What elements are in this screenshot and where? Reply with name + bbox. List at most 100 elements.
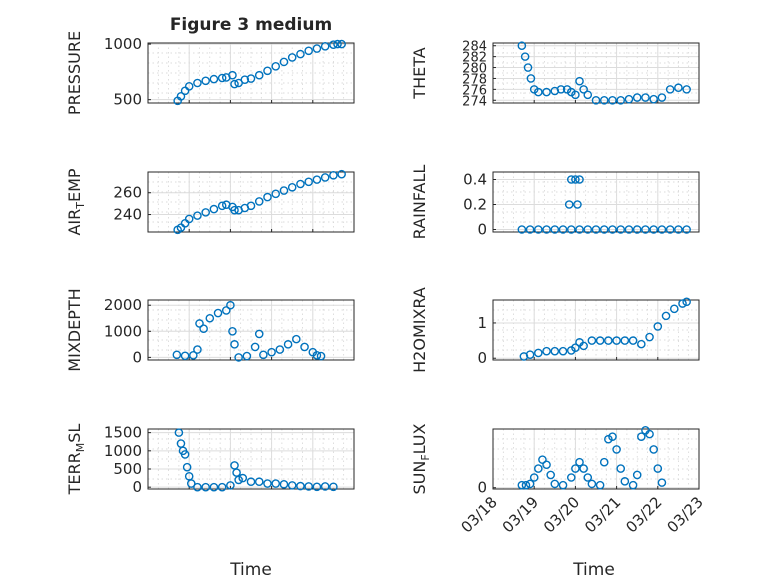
data-point: [612, 336, 621, 345]
x-tick-label: 03/21: [581, 493, 624, 536]
axis-box: [492, 428, 700, 490]
y-axis-label: PRESSURE: [65, 31, 84, 115]
y-tick-label: 0.2: [463, 196, 487, 214]
data-point: [571, 90, 580, 100]
data-point: [312, 482, 322, 492]
data-point: [566, 225, 576, 234]
data-point: [517, 41, 527, 51]
data-point: [645, 429, 654, 439]
data-point: [287, 53, 297, 62]
data-point: [525, 350, 535, 360]
data-point: [534, 464, 543, 473]
data-point: [329, 40, 338, 49]
y-axis-label: SUNFLUX: [410, 423, 432, 494]
data-point: [193, 482, 202, 492]
y-tick-label: 1500: [104, 424, 142, 442]
data-point: [246, 201, 256, 211]
data-point: [304, 177, 313, 187]
data-point: [267, 347, 276, 357]
x-tick-label: 03/19: [499, 493, 542, 536]
y-tick-label: 2000: [104, 296, 142, 314]
data-point: [271, 189, 281, 199]
data-point: [564, 200, 574, 209]
axis-box: [492, 299, 700, 361]
y-tick-label: 0: [477, 221, 487, 239]
data-point: [221, 306, 231, 315]
data-point: [674, 225, 683, 234]
y-tick-label: 240: [113, 206, 142, 224]
data-point: [246, 74, 256, 83]
data-point: [645, 332, 654, 342]
data-point: [226, 481, 235, 490]
subplot-rainfall: 0 0.2 0.4 RAINFALL: [410, 165, 700, 239]
data-point: [612, 445, 621, 454]
data-point: [632, 225, 642, 234]
y-axis-label: TERRMSL: [65, 424, 87, 496]
data-point: [259, 350, 268, 360]
axis-box: [492, 42, 700, 104]
data-point: [558, 225, 568, 234]
data-point: [201, 482, 210, 492]
data-point: [254, 197, 264, 206]
data-point: [199, 324, 208, 333]
data-point: [296, 179, 305, 189]
data-point: [591, 225, 601, 234]
data-point: [534, 225, 543, 234]
subplot-air-temp: 240 260 AIRTEMP: [65, 168, 355, 236]
data-point: [591, 95, 601, 105]
y-tick-label: 278: [462, 72, 487, 87]
data-point: [320, 482, 330, 491]
data-point: [624, 225, 634, 234]
data-point: [195, 319, 204, 328]
data-point: [624, 94, 634, 104]
data-point: [682, 85, 691, 94]
data-point: [665, 85, 675, 94]
axis-box: [147, 299, 355, 361]
data-point: [649, 225, 658, 234]
data-point: [556, 85, 566, 94]
data-point: [180, 450, 190, 459]
y-tick-label: 500: [113, 460, 142, 478]
data-point: [287, 182, 297, 192]
data-point: [517, 225, 527, 234]
data-point: [608, 95, 617, 105]
data-point: [174, 428, 184, 437]
data-point: [312, 175, 322, 184]
data-point: [523, 63, 533, 72]
data-point: [550, 346, 560, 356]
data-point: [209, 204, 219, 214]
data-point: [669, 304, 679, 314]
data-point: [641, 225, 650, 234]
data-point: [193, 78, 202, 88]
data-point: [337, 39, 346, 49]
x-tick-label: 03/23: [664, 493, 707, 536]
y-tick-label: 1000: [104, 442, 142, 460]
data-point: [287, 481, 297, 490]
data-point: [271, 479, 281, 488]
figure-title: Figure 3 medium: [170, 15, 332, 35]
data-point: [263, 479, 272, 488]
data-point: [649, 445, 658, 454]
data-point: [529, 473, 539, 482]
data-point: [304, 482, 313, 491]
y-tick-label: 1000: [104, 35, 142, 53]
data-point: [254, 70, 264, 80]
data-point: [550, 479, 560, 489]
y-tick-label: 0: [477, 479, 487, 497]
data-point: [172, 350, 182, 360]
data-point: [242, 351, 252, 361]
y-axis-label: MIXDEPTH: [65, 288, 84, 371]
axis-box: [147, 171, 355, 233]
data-point: [205, 313, 215, 323]
data-point: [657, 478, 667, 487]
data-point: [296, 49, 305, 59]
subplot-mixdepth: 0 1000 2000 MIXDEPTH: [65, 288, 355, 372]
data-point: [320, 42, 330, 51]
data-point: [546, 470, 555, 480]
data-point: [312, 44, 322, 53]
y-tick-label: 280: [462, 62, 487, 77]
data-point: [246, 477, 256, 487]
